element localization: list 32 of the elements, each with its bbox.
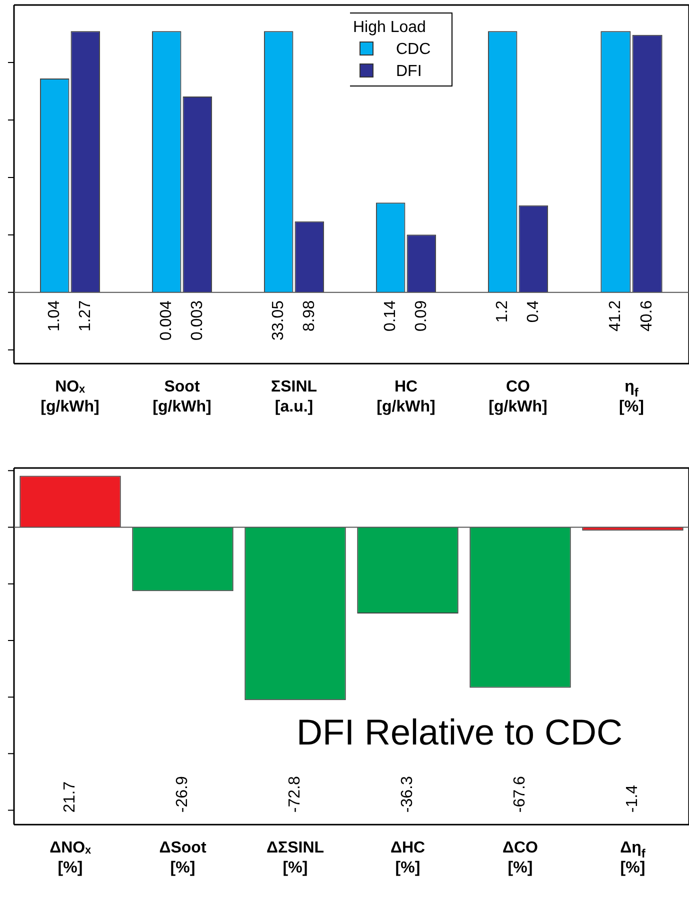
- data-label: -67.6: [512, 776, 529, 813]
- x-tick-label: HC [g/kWh]: [376, 378, 436, 416]
- x-tick-label: CO [g/kWh]: [488, 378, 548, 416]
- x-tick-label: Soot [g/kWh]: [152, 378, 212, 416]
- data-label: 1.27: [76, 300, 94, 332]
- data-label: 0.4: [524, 300, 542, 323]
- x-tick-label: NOₓ [g/kWh]: [40, 378, 100, 416]
- data-label: -26.9: [174, 776, 192, 813]
- data-label: -36.3: [399, 776, 416, 813]
- data-label: 0.14: [382, 300, 400, 332]
- text: DFI Relative to CDC: [296, 711, 623, 752]
- x-tick-label: ΔHC [%]: [390, 840, 426, 877]
- x-tick-label: ΔΣSINL [%]: [266, 840, 324, 877]
- data-label: 0.004: [158, 300, 176, 340]
- x-tick-label: ΔCO [%]: [502, 840, 538, 877]
- data-label: 0.09: [412, 300, 430, 332]
- data-label: -72.8: [286, 776, 304, 813]
- x-tick-label: ΣSINL [a.u.]: [270, 378, 318, 416]
- data-label: -1.4: [624, 784, 642, 813]
- data-label: 1.04: [46, 300, 64, 332]
- legend-label: CDC: [396, 41, 431, 58]
- data-label: 33.05: [270, 300, 288, 340]
- data-label: 0.003: [188, 300, 206, 340]
- x-tick-label: ΔNOₓ [%]: [50, 840, 92, 877]
- data-label: 8.98: [300, 300, 318, 332]
- data-label: 21.7: [62, 781, 79, 813]
- x-tick-label: ΔSoot [%]: [159, 840, 207, 877]
- data-label: 1.2: [494, 300, 512, 323]
- data-label: 40.6: [638, 300, 656, 332]
- legend-label: DFI: [396, 63, 422, 80]
- legend-title: High Load: [353, 19, 426, 36]
- data-label: 41.2: [607, 300, 624, 332]
